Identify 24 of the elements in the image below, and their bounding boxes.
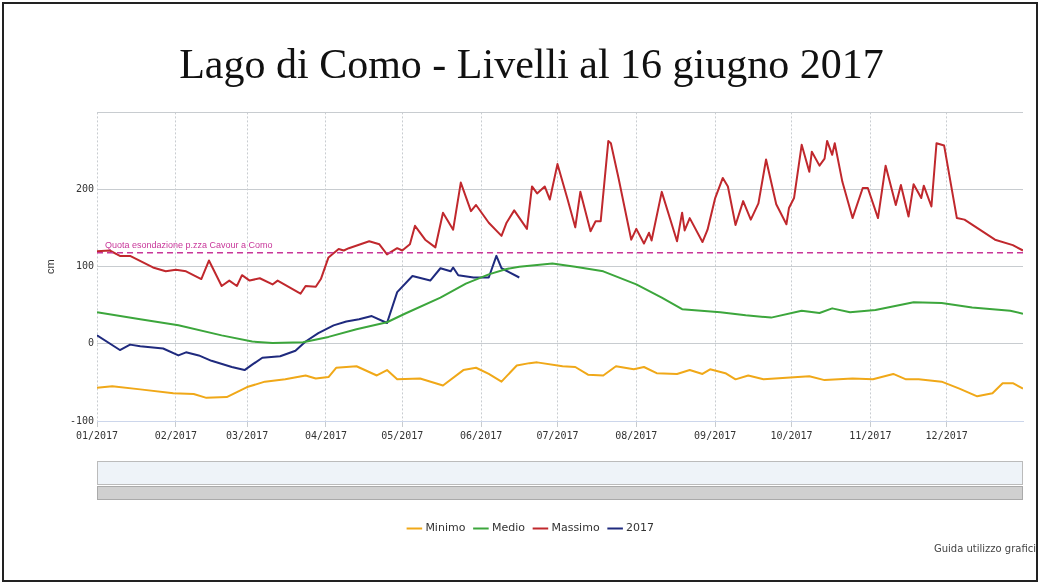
x-tick-label: 08/2017 [615, 429, 658, 441]
legend-label: Minimo [425, 521, 466, 535]
legend-label: Massimo [551, 521, 600, 535]
x-tick-label: 01/2017 [75, 429, 119, 441]
x-tick-label: 10/2017 [770, 429, 813, 441]
x-tick-label: 12/2017 [925, 429, 968, 441]
text: Guida utilizzo grafici [933, 542, 1036, 554]
y-tick-label: 200 [75, 183, 94, 195]
x-tick-label: 06/2017 [460, 429, 503, 441]
y-tick-label: 100 [75, 260, 94, 272]
y-tick-label: 0 [87, 337, 94, 349]
x-tick-label: 02/2017 [154, 429, 197, 441]
chart-title: Lago di Como - Livelli al 16 giugno 2017 [179, 41, 884, 88]
y-axis-title: cm [43, 259, 56, 275]
x-tick-label: 07/2017 [536, 429, 579, 441]
legend-label: 2017 [626, 521, 655, 535]
x-tick-label: 11/2017 [849, 429, 892, 441]
x-tick-label: 04/2017 [304, 429, 348, 441]
x-tick-label: 05/2017 [381, 429, 424, 441]
y-tick-label: -100 [69, 414, 94, 426]
ref-line-label: Quota esondazione p.zza Cavour a Como [105, 239, 273, 250]
x-tick-label: 09/2017 [694, 429, 737, 441]
legend-label: Medio [491, 521, 526, 535]
x-tick-label: 03/2017 [226, 429, 269, 441]
